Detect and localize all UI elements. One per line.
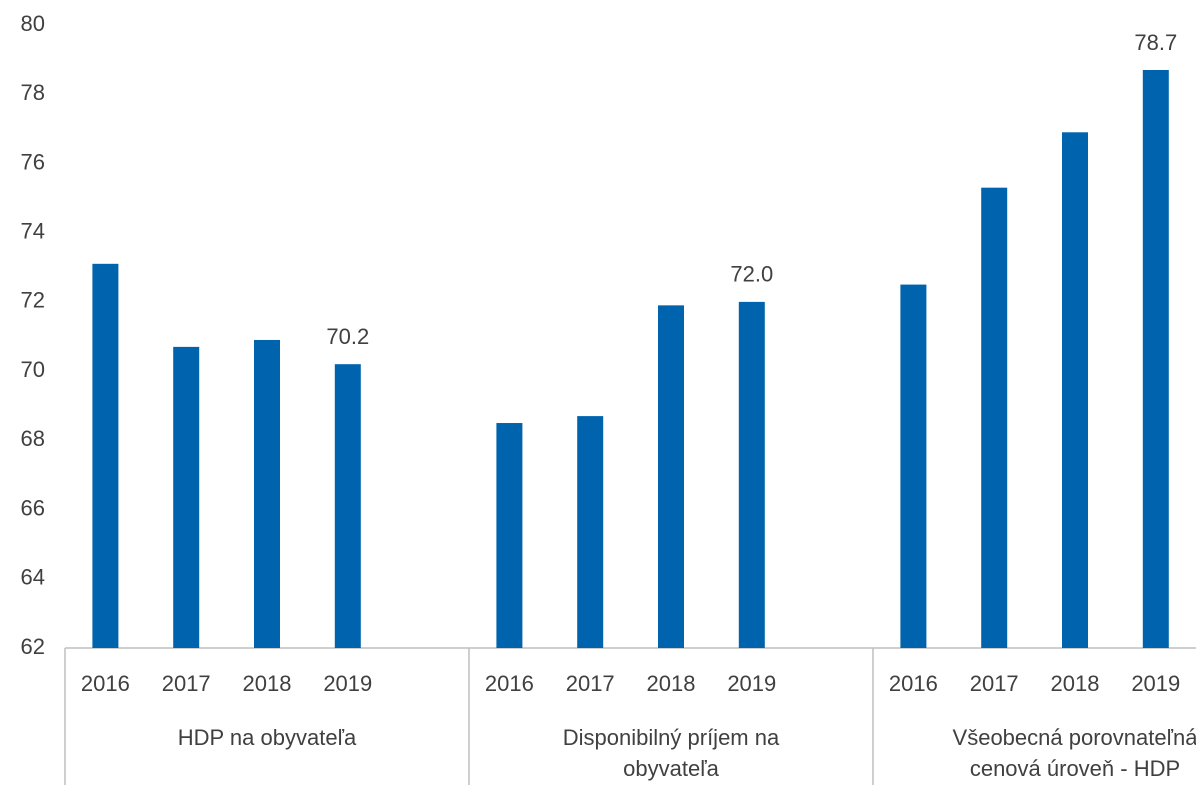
x-tick-label: 2019 <box>1131 671 1180 696</box>
y-tick-label: 62 <box>21 634 45 659</box>
bar <box>658 305 684 648</box>
group-label: Disponibilný príjem na obyvateľa <box>562 725 780 781</box>
bar <box>1142 69 1169 648</box>
bar <box>1062 132 1088 649</box>
bar <box>334 364 361 648</box>
group-label: Všeobecná porovnateľná cenová úroveň - H… <box>952 725 1196 781</box>
bar <box>900 284 927 648</box>
x-tick-label: 2019 <box>323 671 372 696</box>
y-tick-label: 72 <box>21 288 45 313</box>
x-tick-label: 2019 <box>727 671 776 696</box>
data-label: 70.2 <box>326 324 369 349</box>
data-label: 72.0 <box>730 262 773 287</box>
y-tick-label: 74 <box>21 218 45 243</box>
x-tick-label: 2017 <box>162 671 211 696</box>
bar <box>981 187 1008 648</box>
y-tick-label: 76 <box>21 149 45 174</box>
group-label: HDP na obyvateľa <box>177 725 357 750</box>
y-tick-label: 66 <box>21 495 45 520</box>
y-tick-label: 78 <box>21 80 45 105</box>
x-tick-label: 2018 <box>243 671 292 696</box>
bar <box>254 339 280 648</box>
x-tick-label: 2016 <box>81 671 130 696</box>
x-tick-label: 2016 <box>889 671 938 696</box>
x-tick-label: 2018 <box>647 671 696 696</box>
y-tick-label: 70 <box>21 357 45 382</box>
y-tick-label: 68 <box>21 426 45 451</box>
data-label: 78.7 <box>1134 30 1177 55</box>
x-tick-label: 2018 <box>1051 671 1100 696</box>
x-tick-label: 2016 <box>485 671 534 696</box>
x-tick-label: 2017 <box>566 671 615 696</box>
bar <box>173 346 200 648</box>
bar <box>92 263 119 648</box>
bar <box>738 301 765 648</box>
bar <box>496 423 523 648</box>
x-tick-label: 2017 <box>970 671 1019 696</box>
bar <box>577 416 604 648</box>
y-tick-label: 80 <box>21 11 45 36</box>
y-tick-label: 64 <box>21 565 45 590</box>
